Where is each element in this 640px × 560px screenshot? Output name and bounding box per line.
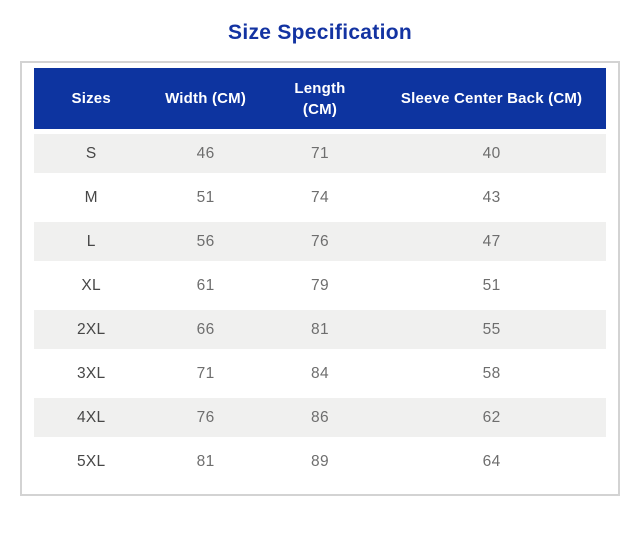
size-cell: XL <box>34 266 149 305</box>
value-cell: 51 <box>377 266 606 305</box>
value-cell: 79 <box>262 266 378 305</box>
column-header: Width (CM) <box>148 68 263 129</box>
value-cell: 66 <box>148 310 263 349</box>
column-header: Length (CM) <box>262 68 378 129</box>
value-cell: 47 <box>377 222 606 261</box>
size-cell: 5XL <box>34 442 149 481</box>
value-cell: 86 <box>262 398 378 437</box>
size-cell: 2XL <box>34 310 149 349</box>
table-row: S 46 71 40 <box>34 134 606 173</box>
size-table-card: Sizes Width (CM) Length (CM) Sleeve Center … <box>20 61 620 496</box>
value-cell: 81 <box>262 310 378 349</box>
value-cell: 64 <box>377 442 606 481</box>
table-row: 2XL 66 81 55 <box>34 310 606 349</box>
value-cell: 71 <box>262 134 378 173</box>
table-header-row: Sizes Width (CM) Length (CM) Sleeve Center … <box>34 68 606 129</box>
column-header-label: Width (CM) <box>165 90 247 107</box>
value-cell: 71 <box>148 354 263 393</box>
value-cell: 61 <box>148 266 263 305</box>
size-specification-page: Size Specification Sizes Width (CM) Length… <box>0 21 640 496</box>
column-header-label: Length (CM) <box>294 79 346 118</box>
page-title: Size Specification <box>228 21 412 44</box>
value-cell: 74 <box>262 178 378 217</box>
value-cell: 56 <box>148 222 263 261</box>
column-header: Sizes <box>34 68 149 129</box>
value-cell: 51 <box>148 178 263 217</box>
table-row: XL 61 79 51 <box>34 266 606 305</box>
column-header: Sleeve Center Back (CM) <box>377 68 606 129</box>
value-cell: 46 <box>148 134 263 173</box>
value-cell: 58 <box>377 354 606 393</box>
table-row: 4XL 76 86 62 <box>34 398 606 437</box>
column-header-label: Sleeve Center Back (CM) <box>400 90 583 107</box>
table-row: L 56 76 47 <box>34 222 606 261</box>
size-cell: 4XL <box>34 398 149 437</box>
size-specification-table: Sizes Width (CM) Length (CM) Sleeve Center … <box>34 63 606 486</box>
table-row: M 51 74 43 <box>34 178 606 217</box>
value-cell: 81 <box>148 442 263 481</box>
size-cell: 3XL <box>34 354 149 393</box>
value-cell: 84 <box>262 354 378 393</box>
value-cell: 40 <box>377 134 606 173</box>
size-cell: M <box>34 178 149 217</box>
value-cell: 43 <box>377 178 606 217</box>
value-cell: 76 <box>262 222 378 261</box>
value-cell: 55 <box>377 310 606 349</box>
size-cell: S <box>34 134 149 173</box>
value-cell: 62 <box>377 398 606 437</box>
size-cell: L <box>34 222 149 261</box>
table-row: 5XL 81 89 64 <box>34 442 606 481</box>
value-cell: 89 <box>262 442 378 481</box>
column-header-label: Sizes <box>71 90 111 107</box>
table-row: 3XL 71 84 58 <box>34 354 606 393</box>
value-cell: 76 <box>148 398 263 437</box>
